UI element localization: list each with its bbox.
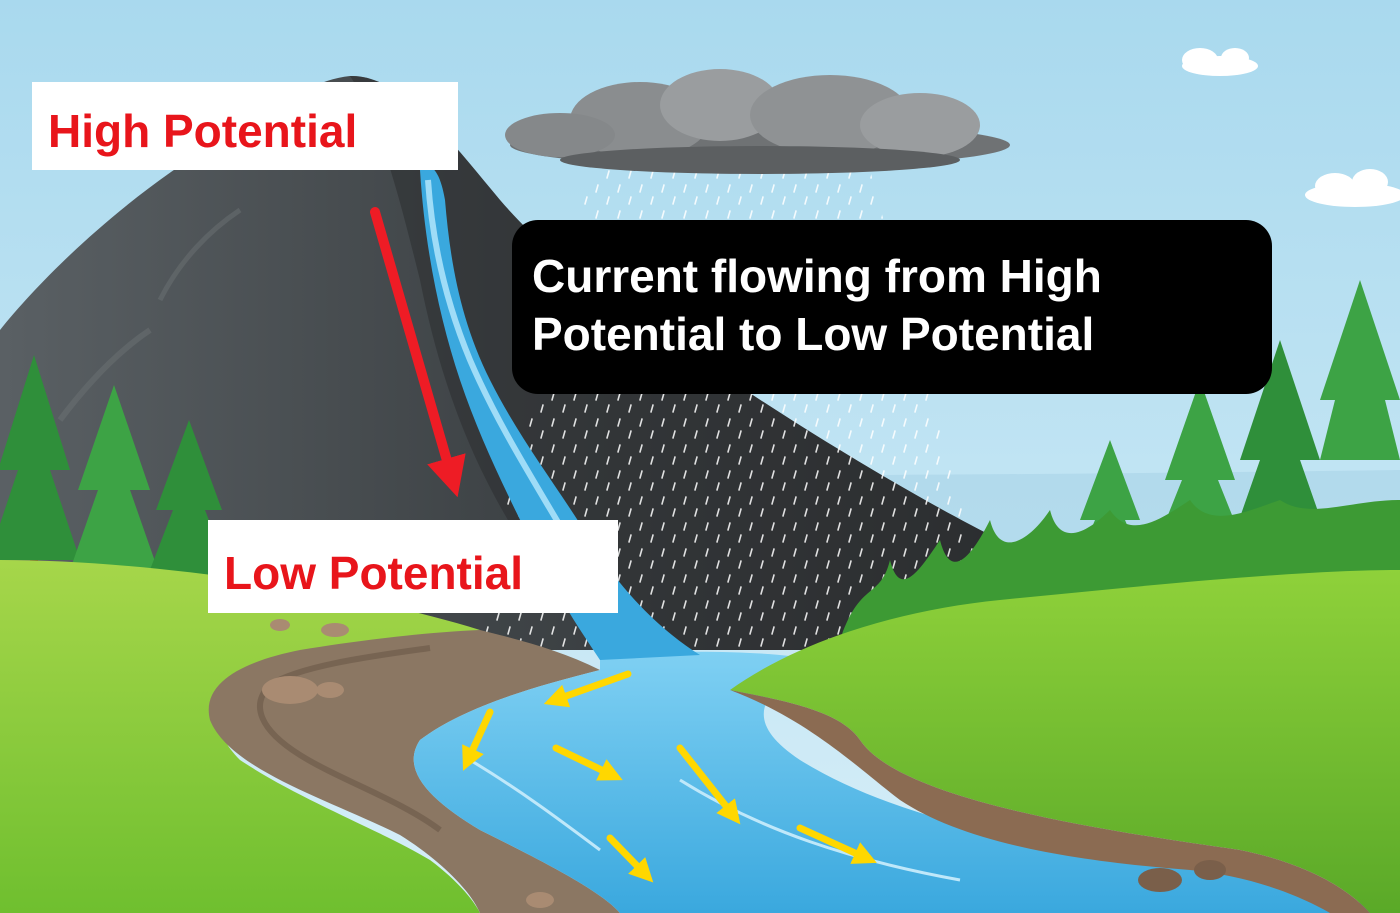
callout-line-2: Potential to Low Potential [532,308,1095,360]
cloud-icon [1305,169,1400,207]
cloud-icon [1182,48,1258,76]
low-potential-text: Low Potential [224,547,523,599]
cloud-icon [505,69,1010,174]
arrow-icon [796,824,877,864]
current-arrows [462,670,877,883]
callout-line-1: Current flowing from High [532,250,1102,302]
current-flow-callout: Current flowing from High Potential to L… [512,220,1272,394]
arrow-icon [370,207,466,498]
arrow-icon [543,670,632,708]
low-potential-label: Low Potential [208,520,618,613]
arrow-icon [552,744,623,781]
high-potential-text: High Potential [48,105,358,157]
right-grass-bank [730,570,1400,913]
arrow-icon [676,744,741,825]
river [413,651,1400,913]
arrow-icon [462,708,494,771]
dirt-path [208,630,621,913]
high-potential-label: High Potential [32,82,458,170]
rocks [262,619,1226,908]
arrow-icon [606,834,654,883]
